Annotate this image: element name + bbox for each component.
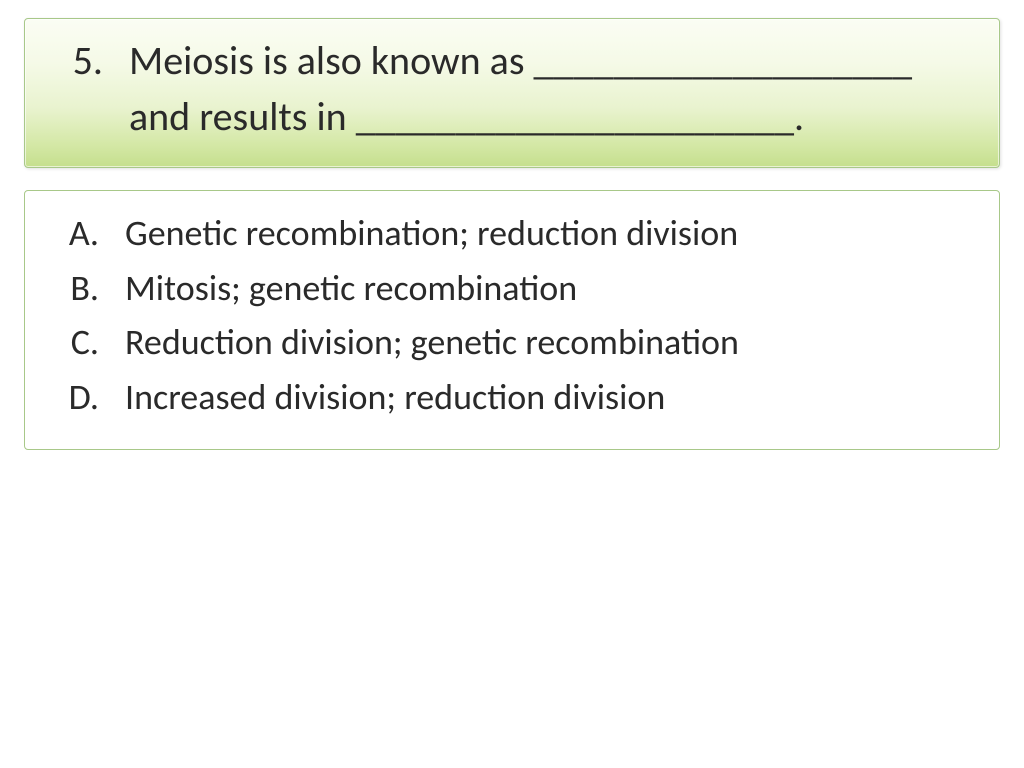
answer-text: Mitosis; genetic recombination: [125, 264, 977, 313]
answer-text: Increased division; reduction division: [125, 373, 977, 422]
answer-option: C. Reduction division; genetic recombina…: [47, 318, 977, 367]
answer-letter: B.: [47, 264, 125, 313]
answer-letter: A.: [47, 209, 125, 258]
answer-text: Reduction division; genetic recombinatio…: [125, 318, 977, 367]
answers-box: A. Genetic recombination; reduction divi…: [24, 190, 1000, 450]
answer-letter: D.: [47, 373, 125, 422]
answer-text: Genetic recombination; reduction divisio…: [125, 209, 977, 258]
question-box: 5. Meiosis is also known as ____________…: [24, 18, 1000, 168]
question-number: 5.: [51, 33, 129, 145]
answer-letter: C.: [47, 318, 125, 367]
answer-option: A. Genetic recombination; reduction divi…: [47, 209, 977, 258]
question-row: 5. Meiosis is also known as ____________…: [51, 33, 973, 145]
question-text: Meiosis is also known as _______________…: [129, 33, 973, 145]
answer-option: D. Increased division; reduction divisio…: [47, 373, 977, 422]
answer-option: B. Mitosis; genetic recombination: [47, 264, 977, 313]
